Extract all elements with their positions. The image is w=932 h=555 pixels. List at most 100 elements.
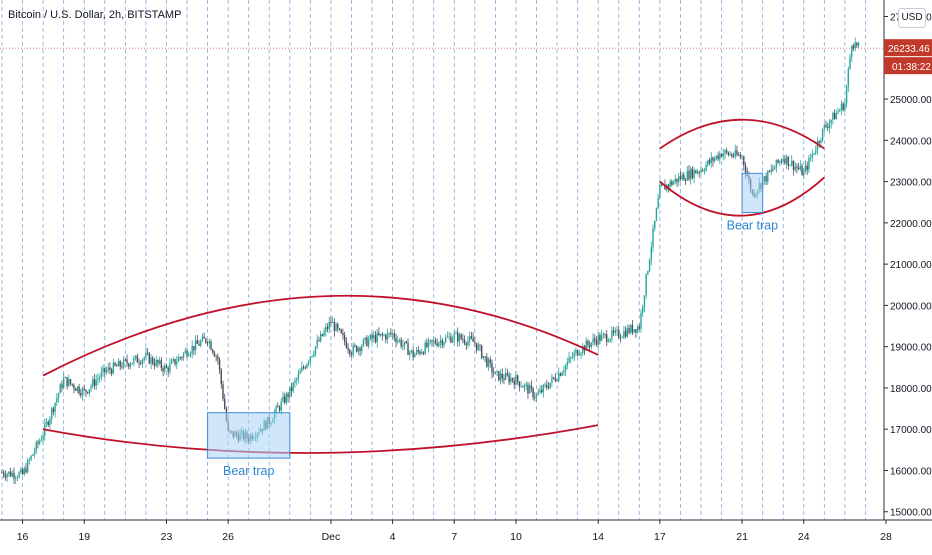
- candle-body: [527, 384, 529, 394]
- candle-body: [409, 351, 411, 355]
- candle-body: [141, 359, 144, 364]
- candle-body: [724, 150, 726, 154]
- candle-body: [66, 377, 68, 387]
- candle-body: [511, 378, 514, 381]
- candle-body: [376, 332, 378, 343]
- y-tick-label: 17000.00: [890, 425, 932, 436]
- candle-body: [354, 345, 356, 347]
- candle-body: [383, 335, 385, 337]
- candle-body: [395, 338, 397, 343]
- candle-body: [498, 371, 500, 381]
- candle-body: [623, 331, 625, 338]
- candle-body: [664, 184, 666, 190]
- candle-body: [815, 150, 817, 154]
- candle-body: [725, 150, 728, 153]
- candle-body: [45, 421, 48, 424]
- candle-body: [804, 165, 807, 172]
- candle-body: [631, 325, 634, 333]
- candle-body: [81, 388, 84, 396]
- candle-body: [283, 396, 286, 403]
- candle-body: [275, 406, 277, 414]
- candle-body: [525, 384, 527, 386]
- candle-body: [62, 377, 65, 388]
- candle-body: [419, 351, 421, 354]
- candle-body: [61, 384, 63, 388]
- candle-body: [470, 336, 473, 339]
- candle-body: [57, 393, 60, 399]
- candle-body: [813, 153, 815, 155]
- candle-body: [381, 333, 384, 336]
- candle-body: [95, 380, 97, 386]
- candle-body: [492, 372, 495, 374]
- candle-body: [11, 472, 13, 477]
- candle-body: [193, 345, 195, 351]
- candle-body: [604, 334, 606, 335]
- candle-body: [378, 332, 380, 336]
- candle-body: [289, 387, 291, 398]
- candle-body: [451, 339, 454, 343]
- candle-body: [556, 380, 558, 382]
- candle-body: [158, 360, 161, 364]
- candle-body: [78, 386, 80, 394]
- candle-body: [446, 336, 449, 338]
- candle-body: [64, 377, 67, 378]
- candle-body: [486, 356, 488, 367]
- candle-body: [655, 208, 658, 221]
- candle-body: [474, 341, 476, 343]
- candle-body: [678, 176, 680, 183]
- candle-body: [513, 380, 515, 385]
- candle-body: [660, 184, 663, 186]
- candle-body: [857, 42, 860, 46]
- candle-body: [821, 128, 824, 141]
- candle-body: [213, 352, 216, 357]
- candle-body: [520, 386, 522, 388]
- candle-body: [782, 158, 784, 162]
- candle-body: [837, 111, 839, 114]
- candle-body: [516, 375, 519, 382]
- candle-body: [143, 357, 145, 360]
- candle-body: [83, 388, 85, 390]
- candle-body: [73, 384, 75, 389]
- candle-body: [424, 342, 426, 354]
- currency-button[interactable]: USD: [898, 8, 926, 28]
- candle-body: [436, 343, 438, 346]
- candle-body: [684, 180, 687, 182]
- candle-body: [59, 384, 61, 394]
- candle-body: [326, 327, 329, 329]
- y-tick-label: 15000.00: [890, 508, 932, 519]
- candle-body: [528, 385, 531, 394]
- candle-body: [105, 370, 108, 373]
- candle-body: [189, 353, 192, 356]
- candle-body: [340, 329, 342, 334]
- candle-body: [607, 341, 610, 343]
- candle-body: [833, 112, 836, 120]
- candle-body: [98, 377, 101, 379]
- candle-body: [448, 336, 450, 338]
- candle-body: [373, 335, 375, 339]
- candle-body: [218, 359, 221, 370]
- candle-body: [630, 325, 632, 333]
- candle-body: [642, 306, 644, 313]
- candle-body: [580, 352, 582, 355]
- candle-body: [359, 347, 361, 351]
- candle-body: [578, 354, 581, 356]
- bear-trap-box: [207, 412, 291, 459]
- candle-body: [90, 385, 92, 390]
- candle-body: [140, 363, 142, 364]
- candle-body: [80, 393, 82, 396]
- candle-body: [355, 345, 358, 352]
- candle-body: [708, 160, 711, 163]
- candle-body: [479, 345, 481, 346]
- candle-body: [23, 468, 25, 475]
- candle-body: [441, 340, 443, 346]
- candle-body: [206, 342, 209, 344]
- candle-body: [379, 333, 382, 336]
- candle-body: [544, 384, 546, 386]
- candle-body: [297, 373, 300, 380]
- candle-body: [558, 373, 560, 381]
- candle-body: [177, 357, 180, 362]
- candle-body: [438, 342, 440, 346]
